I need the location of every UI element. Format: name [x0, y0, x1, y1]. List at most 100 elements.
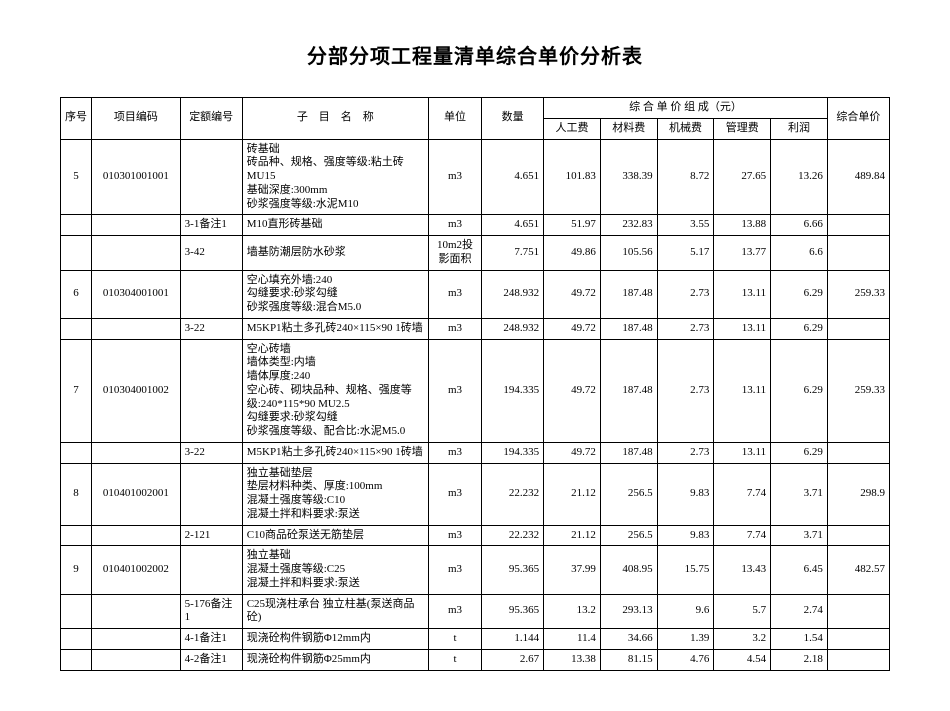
cell-machine: 2.73	[657, 339, 714, 442]
cell-seq: 8	[61, 463, 92, 525]
cell-labor: 49.72	[544, 339, 601, 442]
table-row: 3-42墙基防潮层防水砂浆10m2投影面积7.75149.86105.565.1…	[61, 236, 890, 271]
cell-seq: 9	[61, 546, 92, 594]
cell-machine: 4.76	[657, 649, 714, 670]
col-labor: 人工费	[544, 118, 601, 139]
cell-profit: 2.18	[771, 649, 828, 670]
cell-mgmt: 13.11	[714, 339, 771, 442]
cell-quota	[180, 546, 242, 594]
cell-quota: 2-121	[180, 525, 242, 546]
cell-unit: m3	[428, 215, 481, 236]
cell-code	[92, 649, 181, 670]
cell-machine: 8.72	[657, 139, 714, 215]
cell-quota	[180, 139, 242, 215]
cell-machine: 2.73	[657, 318, 714, 339]
cell-seq	[61, 649, 92, 670]
cell-unit: m3	[428, 270, 481, 318]
cell-profit: 6.29	[771, 339, 828, 442]
cell-labor: 21.12	[544, 525, 601, 546]
table-row: 8010401002001独立基础垫层垫层材料种类、厚度:100mm混凝土强度等…	[61, 463, 890, 525]
col-group: 综 合 单 价 组 成（元）	[544, 98, 828, 119]
table-row: 3-22M5KP1粘土多孔砖240×115×90 1砖墙m3248.93249.…	[61, 318, 890, 339]
cell-quota: 3-1备注1	[180, 215, 242, 236]
cell-seq	[61, 318, 92, 339]
cell-total	[827, 215, 889, 236]
cell-profit: 6.29	[771, 318, 828, 339]
cell-unit: m3	[428, 139, 481, 215]
cell-qty: 22.232	[482, 525, 544, 546]
cell-total: 482.57	[827, 546, 889, 594]
cell-profit: 2.74	[771, 594, 828, 629]
cell-qty: 22.232	[482, 463, 544, 525]
cell-name: 砖基础砖品种、规格、强度等级:粘土砖MU15基础深度:300mm砂浆强度等级:水…	[242, 139, 428, 215]
cell-unit: m3	[428, 594, 481, 629]
cell-qty: 7.751	[482, 236, 544, 271]
cell-seq	[61, 236, 92, 271]
cell-material: 187.48	[600, 442, 657, 463]
cell-profit: 6.45	[771, 546, 828, 594]
cell-qty: 95.365	[482, 546, 544, 594]
cell-seq: 7	[61, 339, 92, 442]
cell-quota	[180, 270, 242, 318]
cell-mgmt: 13.11	[714, 442, 771, 463]
table-row: 9010401002002独立基础混凝土强度等级:C25混凝土拌和料要求:泵送m…	[61, 546, 890, 594]
cell-total	[827, 525, 889, 546]
cell-quota	[180, 463, 242, 525]
cell-labor: 13.38	[544, 649, 601, 670]
cell-profit: 13.26	[771, 139, 828, 215]
cell-total: 298.9	[827, 463, 889, 525]
cell-name: 独立基础垫层垫层材料种类、厚度:100mm混凝土强度等级:C10混凝土拌和料要求…	[242, 463, 428, 525]
col-profit: 利润	[771, 118, 828, 139]
cell-mgmt: 4.54	[714, 649, 771, 670]
table-body: 5010301001001砖基础砖品种、规格、强度等级:粘土砖MU15基础深度:…	[61, 139, 890, 670]
cell-profit: 6.29	[771, 442, 828, 463]
cell-unit: m3	[428, 546, 481, 594]
cell-labor: 11.4	[544, 629, 601, 650]
cell-profit: 3.71	[771, 525, 828, 546]
table-row: 2-121C10商品砼泵送无筋垫层m322.23221.12256.59.837…	[61, 525, 890, 546]
cell-qty: 2.67	[482, 649, 544, 670]
cell-profit: 6.66	[771, 215, 828, 236]
cell-seq	[61, 442, 92, 463]
cell-seq	[61, 525, 92, 546]
cell-name: 现浇砼构件钢筋Φ25mm内	[242, 649, 428, 670]
cell-qty: 95.365	[482, 594, 544, 629]
cell-machine: 9.6	[657, 594, 714, 629]
cell-labor: 13.2	[544, 594, 601, 629]
cell-mgmt: 7.74	[714, 463, 771, 525]
cell-labor: 37.99	[544, 546, 601, 594]
cell-total	[827, 236, 889, 271]
cell-total: 259.33	[827, 339, 889, 442]
col-machine: 机械费	[657, 118, 714, 139]
cell-qty: 1.144	[482, 629, 544, 650]
cell-labor: 49.86	[544, 236, 601, 271]
cell-qty: 4.651	[482, 139, 544, 215]
col-code: 项目编码	[92, 98, 181, 140]
cell-seq	[61, 215, 92, 236]
cell-quota: 4-2备注1	[180, 649, 242, 670]
cell-code: 010301001001	[92, 139, 181, 215]
table-row: 3-1备注1M10直形砖基础m34.65151.97232.833.5513.8…	[61, 215, 890, 236]
cell-name: M10直形砖基础	[242, 215, 428, 236]
cell-code	[92, 525, 181, 546]
cell-profit: 6.29	[771, 270, 828, 318]
cell-profit: 3.71	[771, 463, 828, 525]
cell-quota: 5-176备注1	[180, 594, 242, 629]
price-analysis-table: 序号 项目编码 定额编号 子 目 名 称 单位 数量 综 合 单 价 组 成（元…	[60, 97, 890, 671]
cell-unit: m3	[428, 525, 481, 546]
table-row: 5-176备注1C25现浇柱承台 独立柱基(泵送商品砼)m395.36513.2…	[61, 594, 890, 629]
cell-machine: 2.73	[657, 270, 714, 318]
cell-code	[92, 594, 181, 629]
cell-seq	[61, 594, 92, 629]
col-unit: 单位	[428, 98, 481, 140]
cell-material: 187.48	[600, 318, 657, 339]
cell-labor: 21.12	[544, 463, 601, 525]
cell-profit: 1.54	[771, 629, 828, 650]
cell-qty: 248.932	[482, 318, 544, 339]
cell-mgmt: 7.74	[714, 525, 771, 546]
cell-code: 010304001001	[92, 270, 181, 318]
cell-material: 293.13	[600, 594, 657, 629]
table-row: 4-2备注1现浇砼构件钢筋Φ25mm内t2.6713.3881.154.764.…	[61, 649, 890, 670]
cell-unit: m3	[428, 339, 481, 442]
cell-labor: 49.72	[544, 442, 601, 463]
